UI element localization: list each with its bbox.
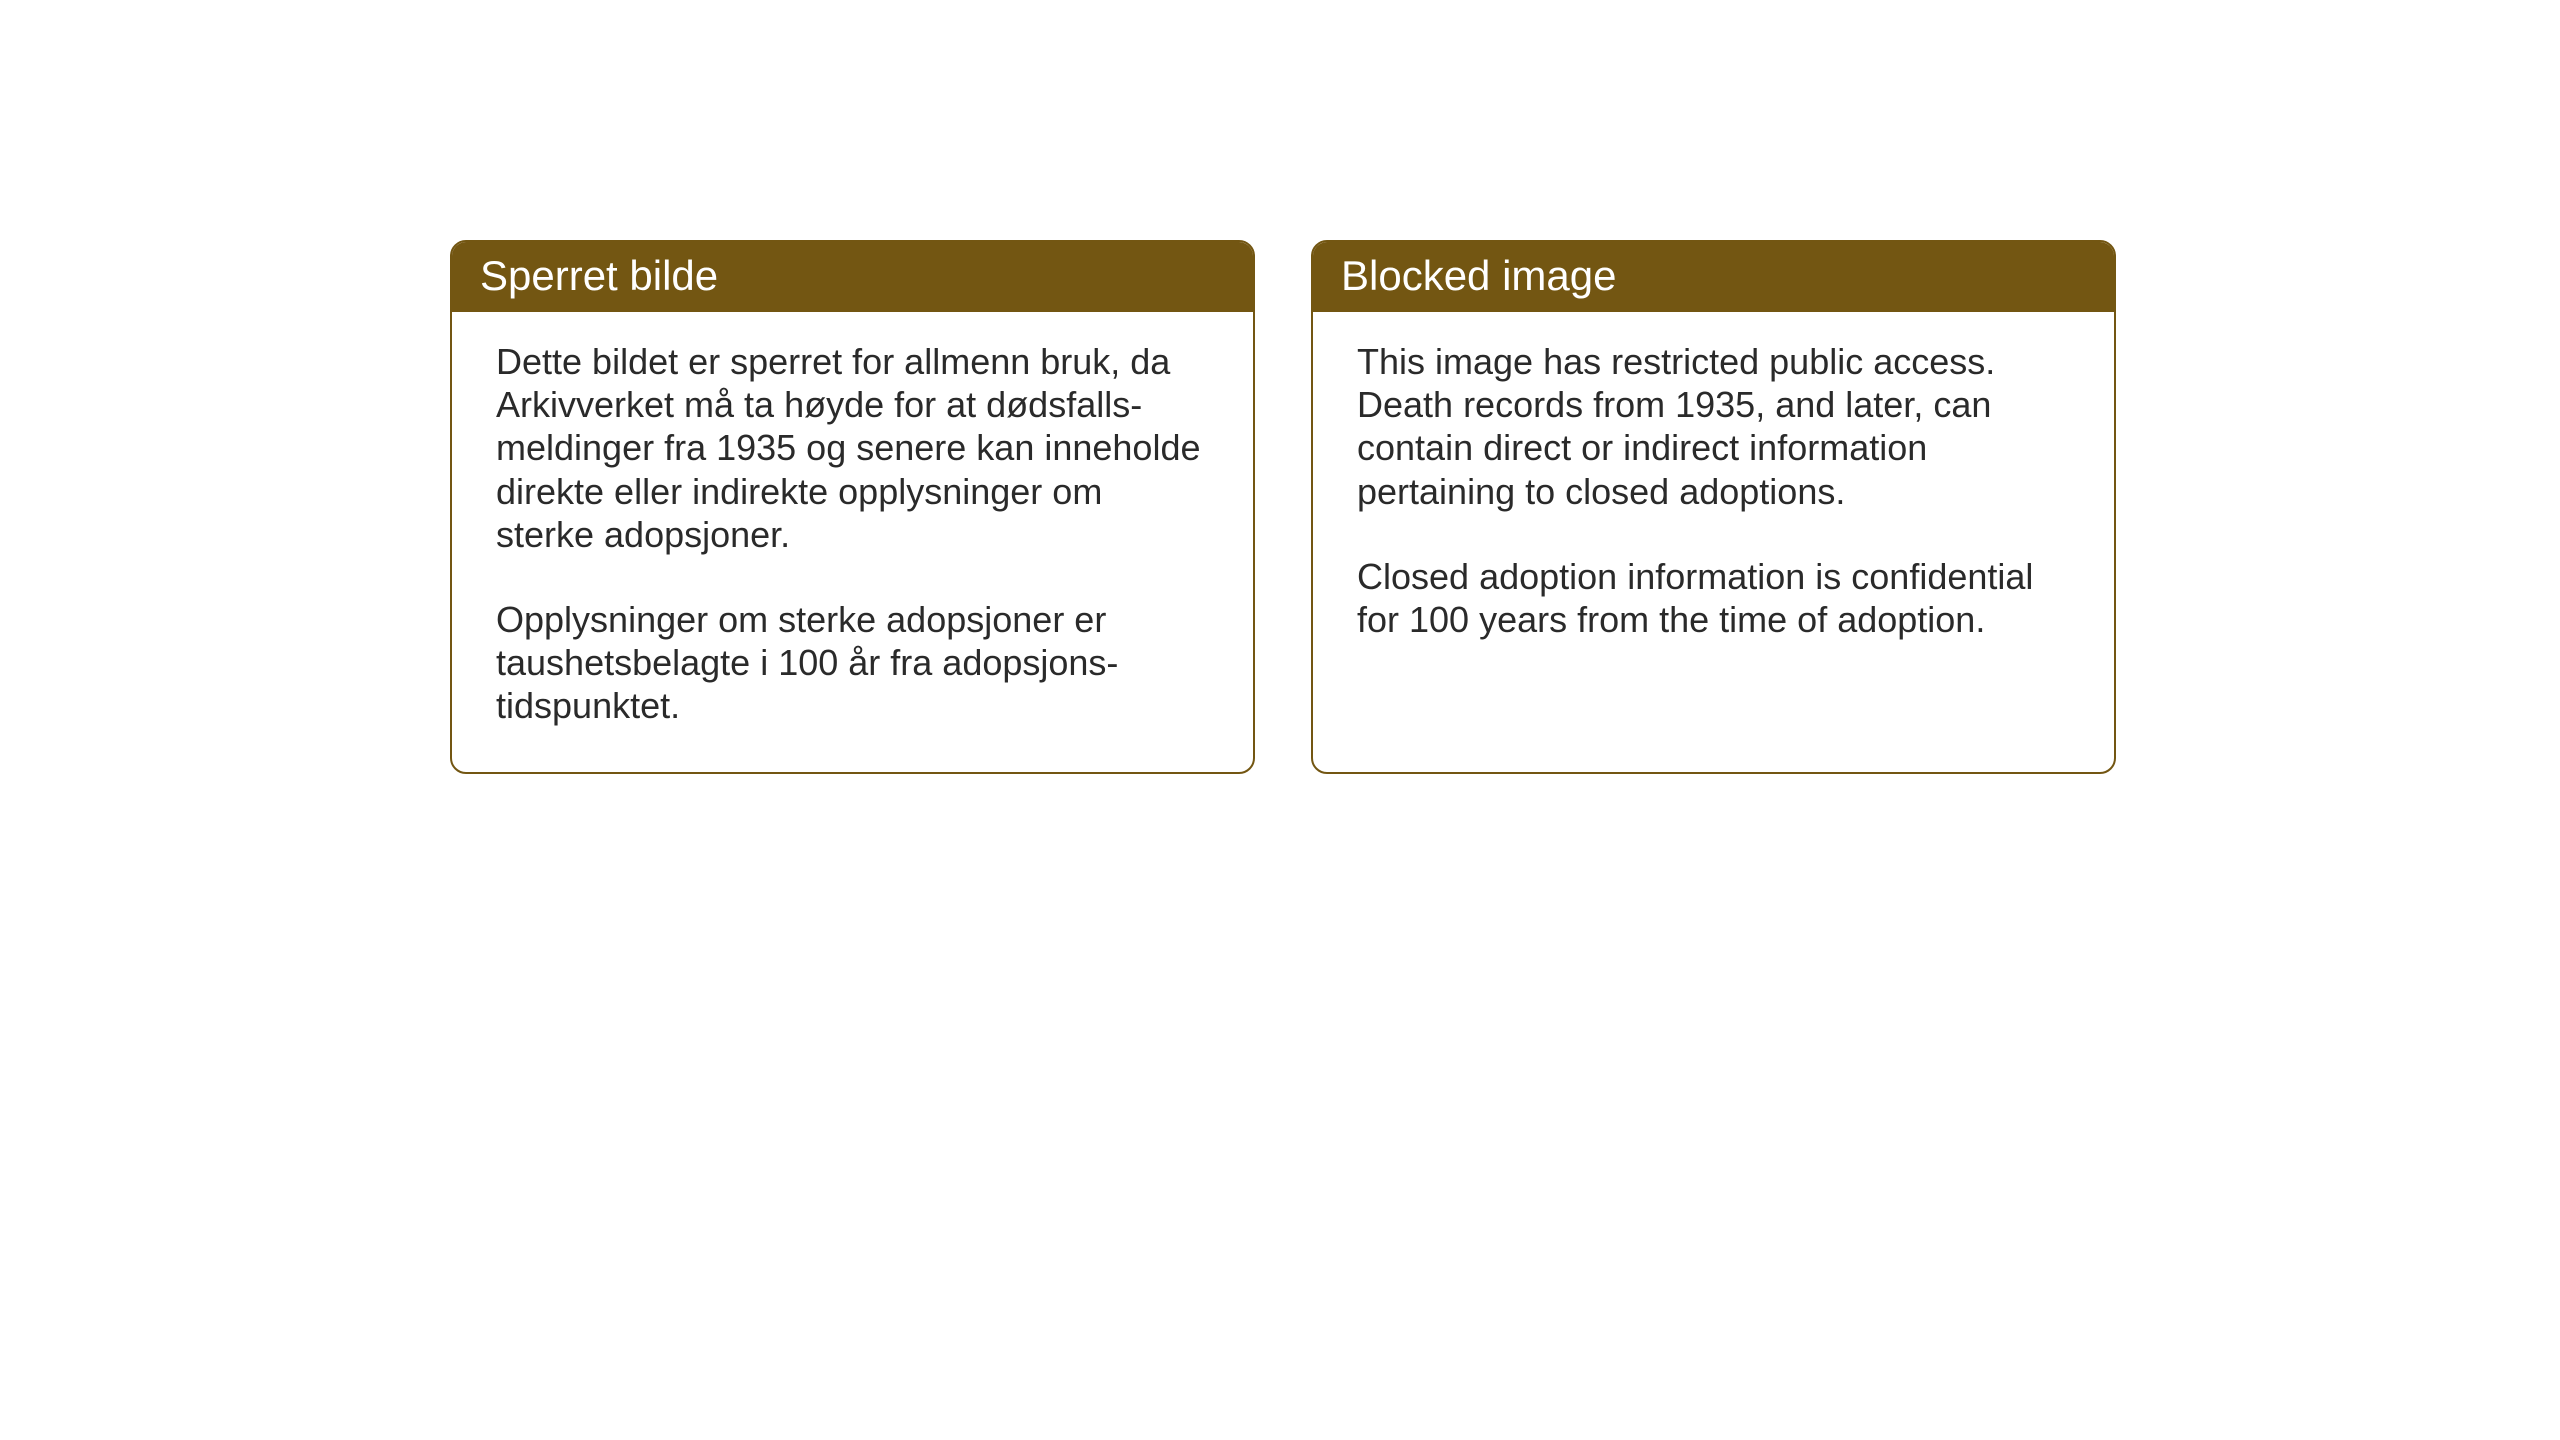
notice-paragraph-1-english: This image has restricted public access.… [1357, 340, 2070, 513]
notice-card-norwegian: Sperret bilde Dette bildet er sperret fo… [450, 240, 1255, 774]
notice-paragraph-2-norwegian: Opplysninger om sterke adopsjoner er tau… [496, 598, 1209, 728]
notice-paragraph-1-norwegian: Dette bildet er sperret for allmenn bruk… [496, 340, 1209, 556]
notice-header-norwegian: Sperret bilde [452, 242, 1253, 312]
notice-paragraph-2-english: Closed adoption information is confident… [1357, 555, 2070, 641]
notice-header-english: Blocked image [1313, 242, 2114, 312]
notice-body-english: This image has restricted public access.… [1313, 312, 2114, 732]
notice-body-norwegian: Dette bildet er sperret for allmenn bruk… [452, 312, 1253, 772]
notice-container: Sperret bilde Dette bildet er sperret fo… [450, 240, 2116, 774]
notice-card-english: Blocked image This image has restricted … [1311, 240, 2116, 774]
